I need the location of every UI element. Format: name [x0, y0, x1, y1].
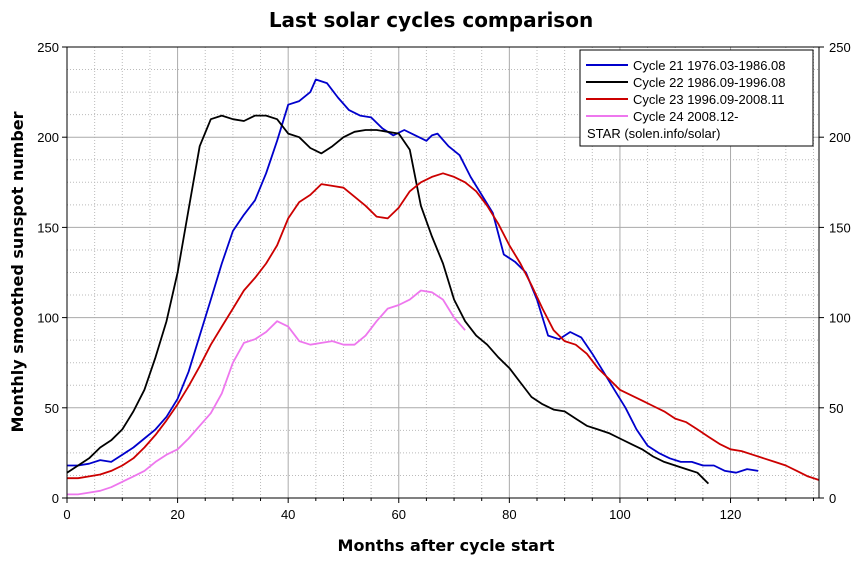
- plot-frame: [66, 46, 820, 499]
- y-tick-label-left: 0: [52, 491, 59, 506]
- series-line-cycle-22: [66, 114, 710, 485]
- legend-label: Cycle 21 1976.03-1986.08: [633, 58, 786, 73]
- y-axis-title: Monthly smoothed sunspot number: [8, 111, 27, 432]
- y-tick-label-right: 0: [829, 491, 836, 506]
- x-tick-label: 20: [170, 507, 184, 522]
- legend: Cycle 21 1976.03-1986.08 Cycle 22 1986.09…: [579, 49, 814, 147]
- x-axis-title: Months after cycle start: [338, 536, 555, 555]
- y-tick-label-right: 250: [829, 40, 851, 55]
- y-tick-label-left: 50: [45, 401, 59, 416]
- y-tick-label-right: 100: [829, 311, 851, 326]
- y-tick-label-left: 100: [37, 311, 59, 326]
- x-tick-label: 120: [720, 507, 742, 522]
- chart-title: Last solar cycles comparison: [269, 8, 593, 32]
- y-tick-label-right: 50: [829, 401, 843, 416]
- x-tick-label: 80: [502, 507, 516, 522]
- x-tick-label: 60: [392, 507, 406, 522]
- y-tick-label-right: 150: [829, 220, 851, 235]
- y-tick-label-right: 200: [829, 130, 851, 145]
- x-tick-label: 0: [63, 507, 70, 522]
- legend-label: Cycle 23 1996.09-2008.11: [633, 92, 785, 107]
- legend-label: Cycle 24 2008.12-: [633, 109, 739, 124]
- x-tick-label: 100: [609, 507, 631, 522]
- legend-label: Cycle 22 1986.09-1996.08: [633, 75, 786, 90]
- x-tick-label: 40: [281, 507, 295, 522]
- legend-source-label: STAR (solen.info/solar): [587, 126, 720, 141]
- y-tick-label-left: 200: [37, 130, 59, 145]
- y-tick-label-left: 150: [37, 220, 59, 235]
- series-line-cycle-21: [67, 78, 759, 474]
- series-line-cycle-23: [67, 172, 820, 481]
- series-line-cycle-24: [67, 289, 466, 496]
- y-tick-label-left: 250: [37, 40, 59, 55]
- series-group: [66, 78, 820, 496]
